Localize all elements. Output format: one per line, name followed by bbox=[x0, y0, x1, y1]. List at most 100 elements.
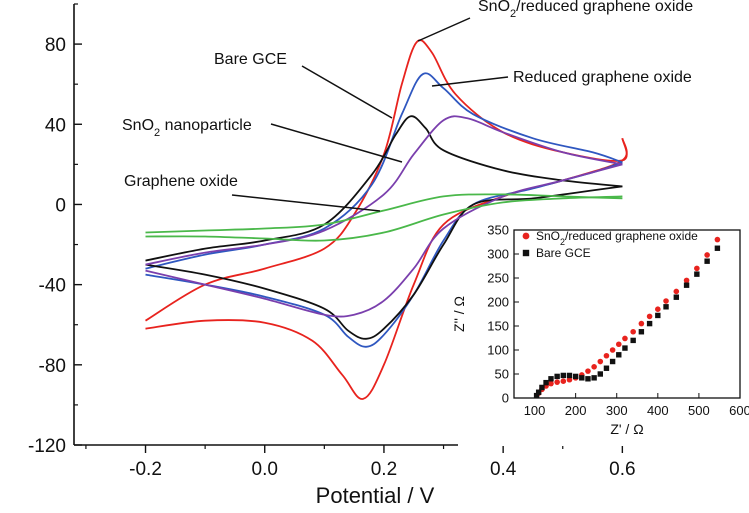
inset-plot: 0 50 100 150 200 250 300 350 100 200 300 400 500 600 Z… bbox=[451, 222, 749, 446]
y-tick-label: 40 bbox=[45, 115, 66, 136]
inset-x-tick-label: 600 bbox=[729, 403, 749, 418]
inset-point bbox=[663, 304, 669, 310]
inset-point bbox=[714, 245, 721, 251]
inset-point bbox=[609, 347, 616, 353]
inset-point bbox=[554, 379, 560, 385]
annotation-leader-line bbox=[417, 17, 471, 42]
annotation-bare-gce: Bare GCE bbox=[214, 51, 287, 68]
main-plot-series bbox=[145, 39, 628, 400]
inset-point bbox=[622, 345, 628, 351]
inset-point bbox=[646, 313, 653, 320]
inset-point bbox=[603, 352, 610, 359]
inset-point bbox=[655, 312, 661, 319]
series-line-forward bbox=[145, 193, 623, 234]
inset-point bbox=[591, 375, 597, 381]
inset-y-tick-label: 50 bbox=[495, 367, 509, 382]
inset-point bbox=[548, 380, 554, 387]
inset-point bbox=[591, 364, 597, 370]
x-tick-label: 0.2 bbox=[371, 459, 397, 480]
inset-point bbox=[597, 358, 604, 365]
series-line-reverse bbox=[145, 195, 623, 242]
series-sno2-nanoparticle bbox=[145, 115, 623, 318]
inset-x-tick-label: 500 bbox=[688, 403, 710, 418]
inset-y-tick-label: 200 bbox=[487, 295, 509, 310]
inset-point bbox=[535, 389, 542, 395]
inset-point bbox=[579, 375, 585, 381]
inset-x-tick-label: 400 bbox=[647, 403, 669, 418]
inset-x-axis-title: Z' / Ω bbox=[610, 421, 643, 437]
series-line-reverse bbox=[145, 161, 623, 348]
inset-y-tick-label: 250 bbox=[487, 271, 509, 286]
inset-point bbox=[585, 368, 591, 374]
inset-point bbox=[539, 384, 545, 391]
inset-x-tick-label: 200 bbox=[565, 403, 587, 418]
x-tick-label: 0.0 bbox=[252, 459, 278, 480]
inset-y-tick-label: 300 bbox=[487, 247, 509, 262]
annotation-leader-line bbox=[301, 65, 393, 119]
inset-point bbox=[673, 294, 680, 300]
inset-point bbox=[554, 373, 560, 380]
inset-point bbox=[694, 265, 700, 272]
inset-y-tick-label: 0 bbox=[502, 391, 509, 406]
x-axis-title: Potential / V bbox=[316, 483, 435, 508]
inset-point bbox=[694, 271, 700, 277]
legend-label: Bare GCE bbox=[536, 246, 591, 260]
inset-point bbox=[597, 371, 603, 377]
inset-point bbox=[572, 373, 579, 380]
inset-point bbox=[663, 298, 669, 304]
inset-point bbox=[615, 341, 622, 348]
inset-point bbox=[704, 252, 710, 258]
inset-point bbox=[622, 335, 628, 342]
x-tick-label: 0.4 bbox=[490, 459, 517, 480]
annotation-sno2-reduced-graphene-oxide: SnO2/reduced graphene oxide bbox=[478, 0, 693, 20]
inset-y-tick-label: 100 bbox=[487, 343, 509, 358]
inset-point bbox=[714, 236, 721, 243]
inset-x-tick-label: 100 bbox=[524, 403, 546, 418]
inset-point bbox=[616, 352, 622, 358]
inset-point bbox=[566, 376, 573, 383]
inset-point bbox=[683, 282, 690, 288]
y-tick-label: -120 bbox=[28, 436, 66, 457]
inset-point bbox=[548, 376, 554, 382]
legend-marker bbox=[522, 232, 530, 240]
inset-point bbox=[533, 392, 540, 399]
legend-marker bbox=[522, 249, 530, 257]
inset-point bbox=[683, 277, 690, 284]
y-tick-label: -40 bbox=[39, 276, 66, 297]
inset-point bbox=[630, 337, 636, 344]
inset-y-tick-label: 150 bbox=[487, 319, 509, 334]
x-tick-label: -0.2 bbox=[129, 459, 162, 480]
inset-y-axis-title: Z'' / Ω bbox=[451, 296, 467, 332]
annotation-reduced-graphene-oxide: Reduced graphene oxide bbox=[513, 69, 692, 86]
y-tick-label: -80 bbox=[39, 356, 66, 377]
inset-point bbox=[655, 306, 661, 313]
inset-point bbox=[566, 372, 573, 379]
inset-point bbox=[603, 365, 610, 371]
legend-label: SnO2/reduced graphene oxide bbox=[536, 229, 698, 247]
x-tick-label: 0.6 bbox=[609, 459, 635, 480]
inset-point bbox=[560, 378, 567, 385]
inset-x-tick-label: 300 bbox=[606, 403, 628, 418]
inset-point bbox=[638, 320, 645, 327]
annotation-leader-line bbox=[270, 123, 403, 163]
inset-point bbox=[638, 329, 645, 335]
y-tick-label: 0 bbox=[55, 195, 66, 216]
annotation-leader-line bbox=[431, 76, 509, 87]
inset-point bbox=[585, 376, 591, 382]
main-plot-annotations: SnO2/reduced graphene oxide Bare GCE Reduc… bbox=[122, 0, 693, 212]
inset-background bbox=[458, 222, 749, 446]
series-line-reverse bbox=[145, 185, 623, 340]
y-tick-label: 80 bbox=[45, 35, 66, 56]
annotation-sno2-nanoparticle: SnO2 nanoparticle bbox=[122, 117, 252, 139]
annotation-graphene-oxide: Graphene oxide bbox=[124, 173, 238, 190]
inset-point bbox=[543, 379, 549, 386]
inset-y-tick-label: 350 bbox=[487, 223, 509, 238]
inset-point bbox=[704, 258, 710, 264]
inset-frame bbox=[513, 229, 741, 399]
series-line-forward bbox=[145, 115, 623, 266]
series-bare-gce bbox=[145, 115, 623, 340]
inset-series-bare-gce bbox=[533, 245, 721, 399]
